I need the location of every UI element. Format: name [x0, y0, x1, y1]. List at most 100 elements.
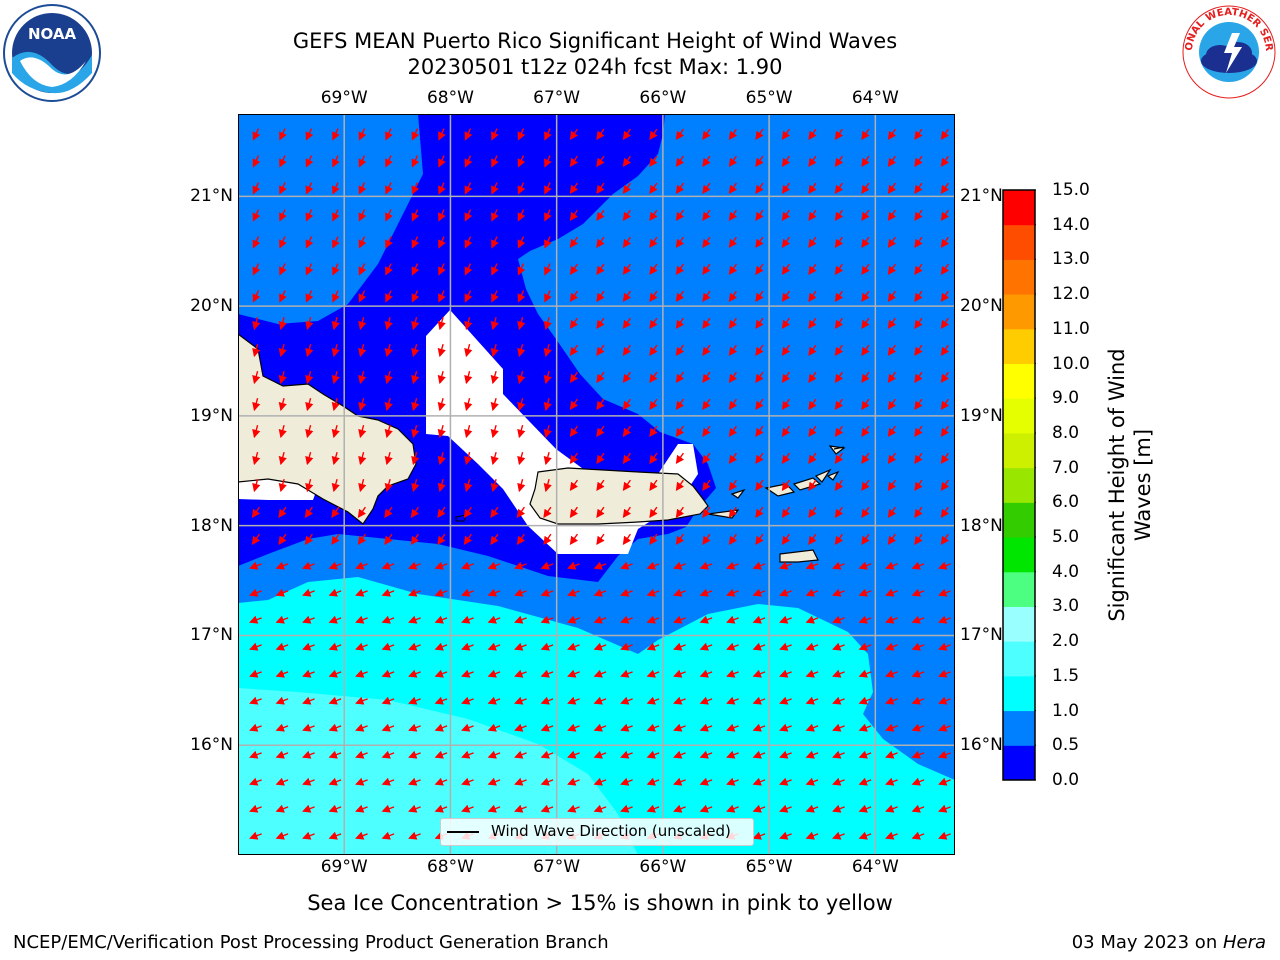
wind-wave-arrow: [673, 588, 686, 597]
wind-wave-arrow: [781, 479, 791, 492]
wind-wave-arrow: [781, 425, 791, 438]
wind-wave-arrow: [464, 452, 473, 466]
wind-wave-arrow: [702, 371, 711, 384]
footer-credit: NCEP/EMC/Verification Post Processing Pr…: [13, 932, 609, 953]
wind-wave-arrow: [249, 669, 262, 678]
wind-wave-arrow: [252, 128, 261, 141]
wind-wave-arrow: [702, 398, 711, 411]
wind-wave-arrow: [832, 669, 845, 678]
wind-wave-arrow: [305, 398, 314, 412]
wind-wave-arrow: [517, 371, 526, 385]
wind-wave-arrow: [887, 182, 897, 195]
wind-wave-arrow: [726, 642, 739, 651]
wind-wave-arrow: [514, 642, 527, 651]
wind-wave-arrow: [728, 398, 738, 411]
wind-wave-arrow: [302, 750, 315, 759]
wind-wave-arrow: [569, 209, 579, 222]
wind-wave-arrow: [358, 155, 367, 168]
wind-wave-arrow: [940, 479, 950, 492]
wind-wave-arrow: [408, 723, 421, 732]
wind-wave-arrow: [808, 479, 817, 492]
wind-wave-arrow: [911, 561, 925, 570]
wind-wave-arrow: [544, 236, 552, 249]
wind-wave-arrow: [649, 155, 658, 168]
colorbar-tick-label: 13.0: [1052, 249, 1090, 270]
wind-wave-arrow: [779, 777, 792, 786]
wind-wave-arrow: [516, 533, 526, 546]
wind-wave-arrow: [279, 128, 287, 141]
wind-wave-arrow: [332, 182, 340, 195]
wind-wave-arrow: [728, 182, 738, 195]
wind-wave-arrow: [858, 750, 872, 759]
wind-wave-arrow: [302, 588, 315, 597]
wind-wave-arrow: [437, 452, 446, 466]
wind-wave-arrow: [861, 317, 870, 330]
wind-wave-arrow: [832, 615, 845, 624]
wind-wave-arrow: [278, 344, 287, 358]
wind-wave-arrow: [490, 317, 499, 331]
wind-wave-arrow: [275, 588, 289, 597]
wind-wave-arrow: [490, 452, 499, 466]
wind-wave-arrow: [646, 696, 660, 705]
wind-wave-arrow: [490, 344, 499, 358]
wind-wave-arrow: [911, 831, 925, 840]
wind-wave-arrow: [278, 506, 287, 519]
wind-wave-arrow: [805, 804, 819, 813]
wind-wave-arrow: [752, 642, 766, 651]
wind-wave-arrow: [487, 804, 501, 813]
wind-wave-arrow: [938, 750, 951, 759]
wind-wave-arrow: [357, 506, 367, 519]
colorbar-tick-label: 0.5: [1052, 735, 1080, 756]
wind-wave-arrow: [861, 479, 870, 492]
wind-wave-arrow: [491, 128, 499, 141]
wind-wave-arrow: [411, 344, 420, 358]
wind-wave-arrow: [834, 479, 844, 492]
wind-wave-arrow: [567, 642, 580, 651]
wind-wave-arrow: [304, 533, 314, 546]
wind-wave-arrow: [673, 561, 686, 570]
wind-wave-arrow: [411, 425, 420, 439]
wind-wave-arrow: [540, 561, 554, 570]
wind-wave-arrow: [938, 669, 951, 678]
wind-wave-arrow: [649, 506, 658, 519]
wind-wave-arrow: [464, 236, 473, 249]
wind-wave-arrow: [940, 155, 950, 168]
lon-label-top: 68°W: [426, 88, 474, 108]
wind-wave-arrow: [358, 209, 367, 222]
wind-wave-arrow: [911, 642, 925, 651]
footer-host: Hera: [1222, 932, 1266, 953]
wind-wave-arrow: [569, 317, 579, 330]
wind-wave-arrow: [675, 155, 685, 168]
wind-wave-arrow: [861, 236, 870, 249]
wind-wave-arrow: [381, 588, 395, 597]
wind-wave-arrow: [569, 452, 579, 465]
wind-wave-arrow: [781, 371, 791, 384]
wind-wave-arrow: [938, 723, 951, 732]
wind-wave-arrow: [646, 642, 660, 651]
wind-wave-arrow: [567, 588, 580, 597]
wind-wave-arrow: [834, 182, 844, 195]
wind-wave-arrow: [861, 344, 870, 357]
wind-wave-arrow: [699, 750, 713, 759]
wind-wave-arrow: [675, 236, 685, 249]
colorbar-cell: [1003, 190, 1035, 226]
wind-wave-arrow: [940, 236, 950, 249]
lon-label-top: 69°W: [320, 88, 368, 108]
wind-wave-arrow: [702, 182, 711, 195]
wind-wave-arrow: [858, 561, 872, 570]
lon-label-top: 65°W: [745, 88, 793, 108]
wind-wave-arrow: [331, 452, 340, 466]
wind-wave-arrow: [649, 317, 658, 330]
plot-subtitle: 20230501 t12z 024h fcst Max: 1.90: [407, 55, 783, 79]
lon-label-top: 66°W: [639, 88, 687, 108]
wind-wave-arrow: [938, 561, 951, 570]
wind-wave-arrow: [543, 479, 552, 493]
wind-wave-arrow: [702, 209, 711, 222]
wind-wave-arrow: [911, 669, 925, 678]
wind-wave-arrow: [411, 236, 420, 249]
wind-wave-arrow: [461, 777, 474, 786]
wind-wave-arrow: [593, 615, 607, 624]
wind-wave-arrow: [438, 182, 446, 195]
wind-wave-arrow: [755, 398, 764, 411]
wind-wave-arrow: [252, 344, 261, 358]
